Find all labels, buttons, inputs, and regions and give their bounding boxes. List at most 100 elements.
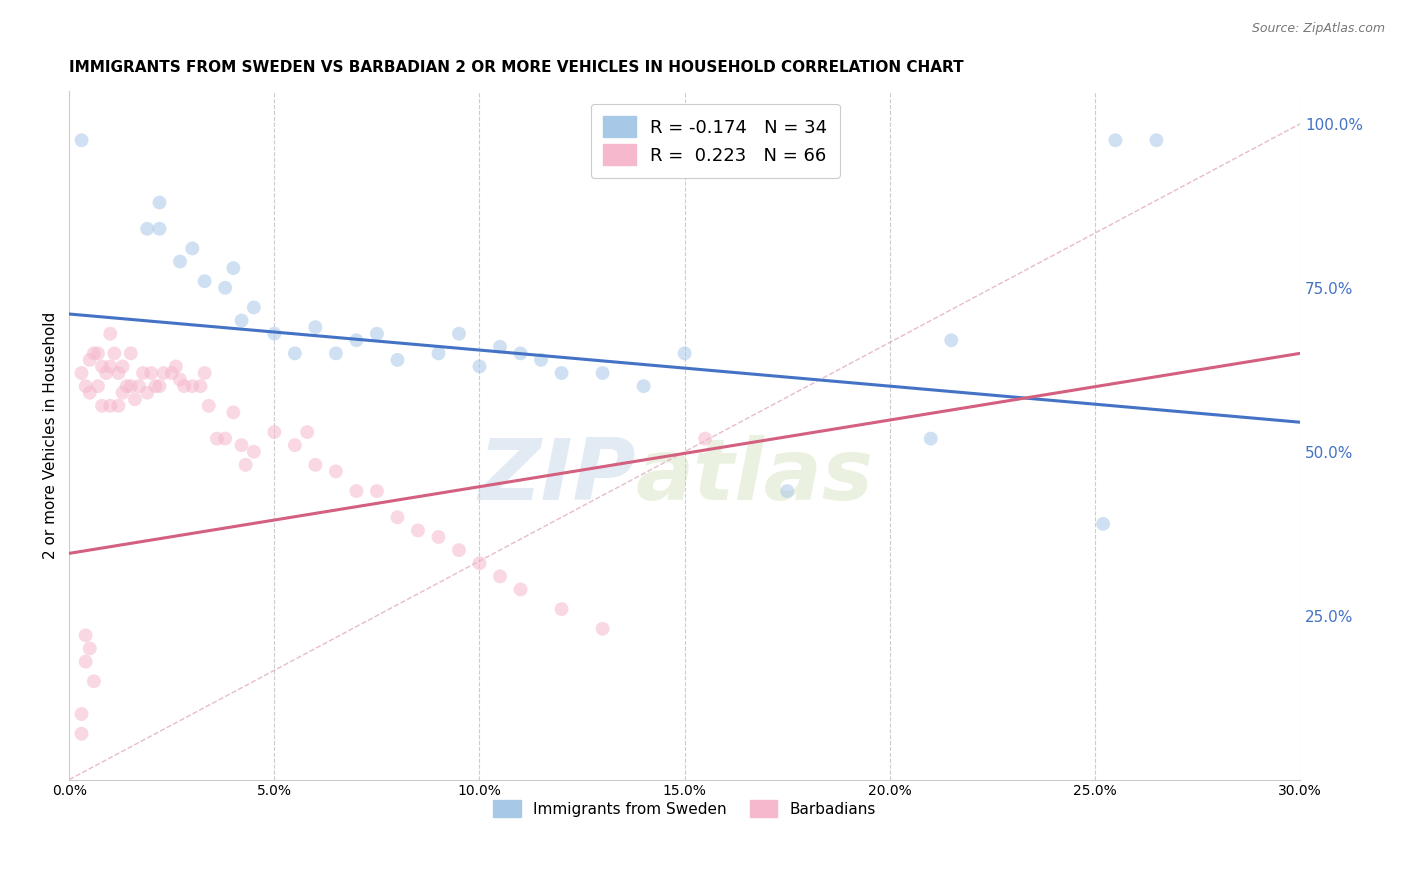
Point	[633, 379, 655, 393]
Point	[181, 379, 204, 393]
Point	[107, 399, 129, 413]
Point	[115, 379, 138, 393]
Text: atlas: atlas	[636, 435, 873, 518]
Point	[387, 510, 409, 524]
Point	[776, 484, 799, 499]
Point	[447, 543, 470, 558]
Point	[197, 399, 219, 413]
Point	[136, 385, 159, 400]
Point	[550, 366, 572, 380]
Point	[111, 359, 134, 374]
Y-axis label: 2 or more Vehicles in Household: 2 or more Vehicles in Household	[44, 311, 58, 559]
Point	[103, 346, 125, 360]
Point	[243, 444, 266, 458]
Point	[194, 274, 217, 288]
Point	[284, 346, 307, 360]
Point	[941, 333, 963, 347]
Point	[75, 655, 97, 669]
Point	[468, 556, 491, 570]
Point	[387, 352, 409, 367]
Point	[344, 484, 367, 499]
Point	[190, 379, 212, 393]
Point	[427, 346, 450, 360]
Point	[160, 366, 183, 380]
Text: Source: ZipAtlas.com: Source: ZipAtlas.com	[1251, 22, 1385, 36]
Point	[98, 399, 121, 413]
Point	[304, 458, 326, 472]
Point	[344, 333, 367, 347]
Point	[181, 242, 204, 256]
Point	[79, 352, 101, 367]
Point	[98, 359, 121, 374]
Point	[1144, 133, 1167, 147]
Point	[920, 432, 942, 446]
Point	[295, 425, 318, 439]
Point	[447, 326, 470, 341]
Point	[222, 405, 245, 419]
Point	[489, 569, 512, 583]
Point	[366, 484, 388, 499]
Point	[214, 432, 236, 446]
Point	[75, 628, 97, 642]
Point	[304, 320, 326, 334]
Point	[120, 346, 142, 360]
Point	[83, 674, 105, 689]
Point	[169, 373, 191, 387]
Point	[98, 326, 121, 341]
Point	[231, 313, 253, 327]
Point	[673, 346, 696, 360]
Point	[530, 352, 553, 367]
Text: ZIP: ZIP	[478, 435, 636, 518]
Point	[96, 366, 118, 380]
Point	[194, 366, 217, 380]
Point	[509, 346, 531, 360]
Point	[205, 432, 228, 446]
Point	[70, 727, 93, 741]
Point	[107, 366, 129, 380]
Point	[75, 379, 97, 393]
Point	[173, 379, 195, 393]
Point	[128, 379, 150, 393]
Legend: Immigrants from Sweden, Barbadians: Immigrants from Sweden, Barbadians	[488, 794, 882, 823]
Point	[148, 221, 170, 235]
Point	[141, 366, 163, 380]
Point	[1092, 516, 1115, 531]
Point	[263, 326, 285, 341]
Point	[592, 366, 614, 380]
Point	[214, 281, 236, 295]
Point	[695, 432, 717, 446]
Point	[79, 641, 101, 656]
Point	[111, 385, 134, 400]
Point	[550, 602, 572, 616]
Point	[231, 438, 253, 452]
Point	[325, 346, 347, 360]
Text: IMMIGRANTS FROM SWEDEN VS BARBADIAN 2 OR MORE VEHICLES IN HOUSEHOLD CORRELATION : IMMIGRANTS FROM SWEDEN VS BARBADIAN 2 OR…	[69, 60, 965, 75]
Point	[427, 530, 450, 544]
Point	[1104, 133, 1126, 147]
Point	[91, 399, 114, 413]
Point	[70, 366, 93, 380]
Point	[91, 359, 114, 374]
Point	[235, 458, 257, 472]
Point	[152, 366, 174, 380]
Point	[87, 379, 110, 393]
Point	[165, 359, 187, 374]
Point	[145, 379, 167, 393]
Point	[468, 359, 491, 374]
Point	[148, 195, 170, 210]
Point	[136, 221, 159, 235]
Point	[325, 464, 347, 478]
Point	[509, 582, 531, 597]
Point	[169, 254, 191, 268]
Point	[70, 133, 93, 147]
Point	[406, 524, 429, 538]
Point	[243, 301, 266, 315]
Point	[79, 385, 101, 400]
Point	[284, 438, 307, 452]
Point	[87, 346, 110, 360]
Point	[489, 340, 512, 354]
Point	[120, 379, 142, 393]
Point	[592, 622, 614, 636]
Point	[124, 392, 146, 407]
Point	[222, 261, 245, 276]
